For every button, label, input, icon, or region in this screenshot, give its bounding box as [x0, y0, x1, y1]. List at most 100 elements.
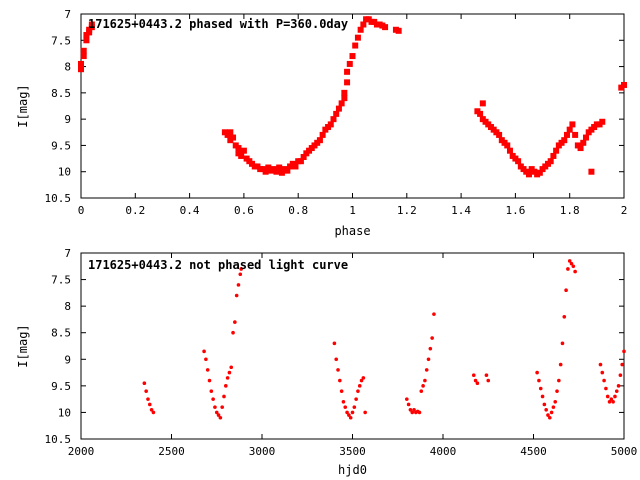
y-tick-label: 8.5 — [51, 327, 71, 340]
data-point — [542, 402, 547, 407]
y-tick-label: 8 — [64, 300, 71, 313]
data-point — [515, 158, 522, 165]
x-tick-label: 0.4 — [180, 204, 200, 217]
data-point — [421, 384, 425, 388]
data-point — [553, 400, 558, 404]
x-tick-label: 4500 — [520, 445, 547, 458]
data-point — [332, 341, 337, 346]
data-point — [235, 145, 242, 152]
data-point — [238, 272, 243, 277]
data-point — [560, 341, 565, 346]
data-point — [616, 384, 621, 388]
data-point — [78, 60, 84, 67]
x-tick-label: 3000 — [249, 445, 276, 458]
data-point — [80, 47, 87, 54]
data-point — [562, 314, 567, 319]
data-point — [573, 269, 577, 274]
x-axis-label: phase — [334, 224, 370, 238]
data-point — [146, 397, 150, 401]
data-point — [618, 373, 623, 378]
data-point — [432, 312, 436, 316]
data-point — [327, 121, 334, 128]
data-point — [276, 164, 283, 171]
data-point — [220, 405, 224, 409]
data-point — [339, 389, 344, 393]
data-point — [338, 378, 342, 383]
y-axis-label: I[mag] — [16, 324, 30, 367]
data-point — [412, 407, 416, 412]
data-point — [225, 376, 230, 380]
data-point — [479, 100, 486, 107]
data-point — [566, 126, 573, 133]
x-tick-label: 0 — [78, 204, 85, 217]
data-point — [144, 389, 148, 393]
data-point — [345, 410, 349, 415]
y-axis-label: I[mag] — [16, 84, 30, 127]
data-point — [348, 415, 353, 420]
data-point — [316, 137, 323, 144]
chart-title: 171625+0443.2 phased with P=360.0day — [88, 17, 348, 31]
data-point — [278, 169, 285, 176]
data-point — [564, 288, 568, 293]
data-point — [547, 158, 554, 165]
data-point — [300, 153, 307, 160]
y-tick-label: 7 — [64, 247, 71, 260]
data-point — [588, 168, 595, 175]
data-point — [292, 163, 299, 170]
x-tick-label: 1 — [349, 204, 356, 217]
data-point — [363, 410, 367, 415]
data-point — [426, 357, 431, 362]
data-point — [213, 405, 217, 409]
data-point — [417, 410, 422, 415]
data-point — [319, 131, 326, 138]
data-point — [569, 261, 574, 266]
data-point — [360, 21, 367, 28]
data-point — [273, 168, 280, 175]
data-point — [361, 376, 366, 380]
data-point — [227, 129, 234, 136]
data-point — [547, 415, 552, 420]
data-point — [336, 368, 340, 372]
data-point — [265, 164, 272, 171]
data-point — [613, 394, 617, 399]
data-point — [582, 134, 589, 141]
data-point — [214, 410, 219, 415]
data-point — [382, 24, 389, 31]
data-point — [231, 330, 235, 335]
data-point — [558, 362, 563, 367]
data-point — [484, 373, 489, 378]
data-point — [410, 410, 415, 415]
data-point — [471, 373, 476, 378]
y-tick-label: 9 — [64, 353, 71, 366]
y-tick-label: 8 — [64, 61, 71, 74]
data-point — [359, 378, 364, 383]
data-point — [571, 264, 576, 269]
data-point — [227, 370, 232, 375]
data-point — [205, 368, 210, 372]
data-point — [230, 134, 237, 141]
data-point — [343, 405, 348, 409]
x-tick-label: 0.2 — [125, 204, 145, 217]
data-point — [233, 320, 237, 324]
phased-light-curve-panel: 0 0.2 0.4 0.6 0.8 1 1.2 1.4 1.6 1.8 2 7 7.5 8 8.5 9 9.5 1… — [16, 8, 627, 238]
data-point — [567, 259, 572, 263]
data-point — [216, 413, 221, 417]
y-tick-label: 7.5 — [51, 34, 71, 47]
data-point — [236, 283, 241, 287]
data-point — [475, 381, 480, 386]
data-point — [605, 394, 610, 399]
data-point — [222, 394, 226, 399]
data-point — [555, 389, 559, 393]
data-point — [229, 365, 234, 370]
data-point — [218, 415, 223, 420]
data-point — [204, 357, 208, 362]
data-point — [621, 81, 627, 88]
data-point — [352, 405, 357, 409]
data-point — [347, 413, 351, 417]
data-point — [611, 400, 615, 404]
data-point — [504, 142, 511, 149]
data-point — [334, 357, 339, 362]
data-point — [395, 27, 402, 34]
data-point — [239, 267, 243, 271]
data-point — [553, 147, 560, 154]
